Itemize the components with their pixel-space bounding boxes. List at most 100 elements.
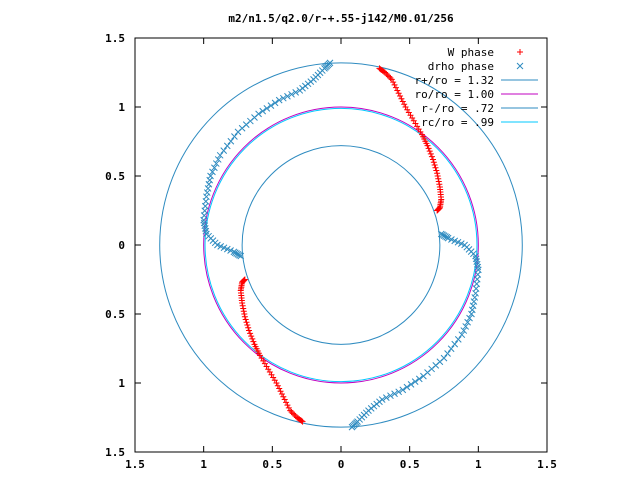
x-tick-label: 1	[200, 458, 207, 471]
series-0-point	[390, 79, 397, 86]
series-0-point	[241, 311, 248, 317]
series-1-point	[214, 156, 222, 163]
series-0-point	[281, 396, 288, 403]
x-tick-label: 1.5	[125, 458, 145, 471]
series-0-point	[249, 335, 256, 342]
x-tick-label: 0.5	[400, 458, 420, 471]
y-tick-label: 0	[118, 239, 125, 252]
series-1-point	[378, 396, 386, 403]
x-tick-label: 0	[338, 458, 345, 471]
series-0-point	[424, 142, 431, 149]
series-1-point	[454, 336, 462, 343]
series-0-point	[434, 173, 441, 179]
series-0	[237, 65, 445, 425]
series-1-point	[460, 327, 468, 334]
legend-label: drho phase	[428, 60, 494, 73]
series-1-point	[471, 294, 479, 301]
series-1-point	[462, 323, 470, 330]
series-1-point	[470, 298, 478, 305]
series-0-point	[245, 324, 252, 331]
y-tick-label: 1	[118, 101, 125, 114]
series-1-point	[271, 99, 279, 107]
y-tick-label: 1.5	[105, 446, 125, 459]
series-0-point	[274, 382, 281, 389]
series-1-point	[288, 90, 295, 98]
series-1-point	[466, 314, 473, 322]
x-tick-label: 1.5	[537, 458, 557, 471]
series-0-point	[399, 98, 406, 105]
series-1-point	[227, 137, 235, 145]
series-0-point	[432, 164, 439, 171]
series-0-point	[276, 385, 283, 392]
series-1-point	[234, 128, 242, 136]
legend-marker	[516, 62, 524, 70]
series-0-point	[277, 388, 284, 395]
series-0-point	[397, 92, 404, 99]
series-0-point	[381, 69, 388, 76]
series-1-point	[296, 87, 304, 94]
series-1-point	[403, 383, 411, 391]
series-1-point	[395, 388, 403, 396]
series-1-point	[407, 381, 415, 388]
series-0-point	[239, 302, 246, 309]
series-0-point	[431, 161, 438, 168]
y-tick-label: 1.5	[105, 32, 125, 45]
series-1-point	[284, 92, 291, 100]
series-1-point	[223, 142, 231, 150]
series-1-point	[464, 318, 471, 326]
series-0-point	[251, 341, 258, 348]
legend-item-circle-0: r+/ro = 1.32	[415, 74, 538, 87]
series-0-point	[240, 305, 247, 312]
series-0-point	[250, 338, 257, 345]
series-0-point	[434, 170, 441, 177]
series-1-point	[203, 189, 211, 196]
circle-3	[204, 107, 478, 383]
series-0-point	[392, 84, 399, 91]
series-layer	[200, 59, 482, 431]
series-0-point	[394, 87, 401, 94]
legend-label: W phase	[448, 46, 494, 59]
series-0-point	[425, 145, 432, 152]
circle-layer	[159, 62, 523, 428]
series-0-point	[388, 76, 395, 83]
series-1-point	[259, 107, 267, 115]
series-0-point	[398, 95, 405, 102]
series-0-point	[287, 407, 294, 414]
series-0-point	[283, 399, 290, 406]
series-1-point	[437, 230, 445, 238]
series-0-point	[285, 404, 292, 411]
series-1-point	[415, 375, 423, 383]
series-0-point	[433, 167, 440, 174]
series-1-point	[212, 160, 220, 167]
series-1-point	[220, 147, 228, 154]
x-tick-label: 1	[475, 458, 482, 471]
series-1-point	[382, 394, 390, 401]
tick-layer: 1.5 1 0.5 0 0.5 1 1.51.510.500.511.5	[105, 32, 557, 471]
series-0-point	[240, 277, 247, 284]
series-0-point	[401, 101, 408, 108]
series-0-point	[289, 410, 296, 417]
series-1-point	[263, 105, 271, 112]
legend-item-series-0: W phase	[448, 46, 523, 59]
series-0-point	[242, 316, 249, 323]
legend-item-series-1: drho phase	[428, 60, 524, 73]
series-0-point	[383, 70, 390, 77]
y-tick-label: 0.5	[105, 308, 125, 321]
legend-label: ro/ro = 1.00	[415, 88, 494, 101]
legend-item-circle-1: ro/ro = 1.00	[415, 88, 538, 101]
series-1-point	[292, 89, 300, 96]
series-0-point	[280, 393, 287, 400]
series-1-point	[205, 180, 213, 188]
series-0-point	[243, 319, 250, 326]
series-0-point	[434, 207, 441, 214]
series-0-point	[240, 308, 247, 315]
series-0-point	[426, 148, 433, 155]
legend-item-circle-3: rc/ro = .99	[421, 116, 538, 129]
series-1-point	[447, 345, 455, 353]
series-0-point	[288, 408, 295, 415]
legend-item-circle-2: r-/ro = .72	[421, 102, 538, 115]
series-0-point	[430, 156, 437, 163]
series-0-point	[244, 322, 251, 329]
series-1-point	[391, 390, 398, 398]
